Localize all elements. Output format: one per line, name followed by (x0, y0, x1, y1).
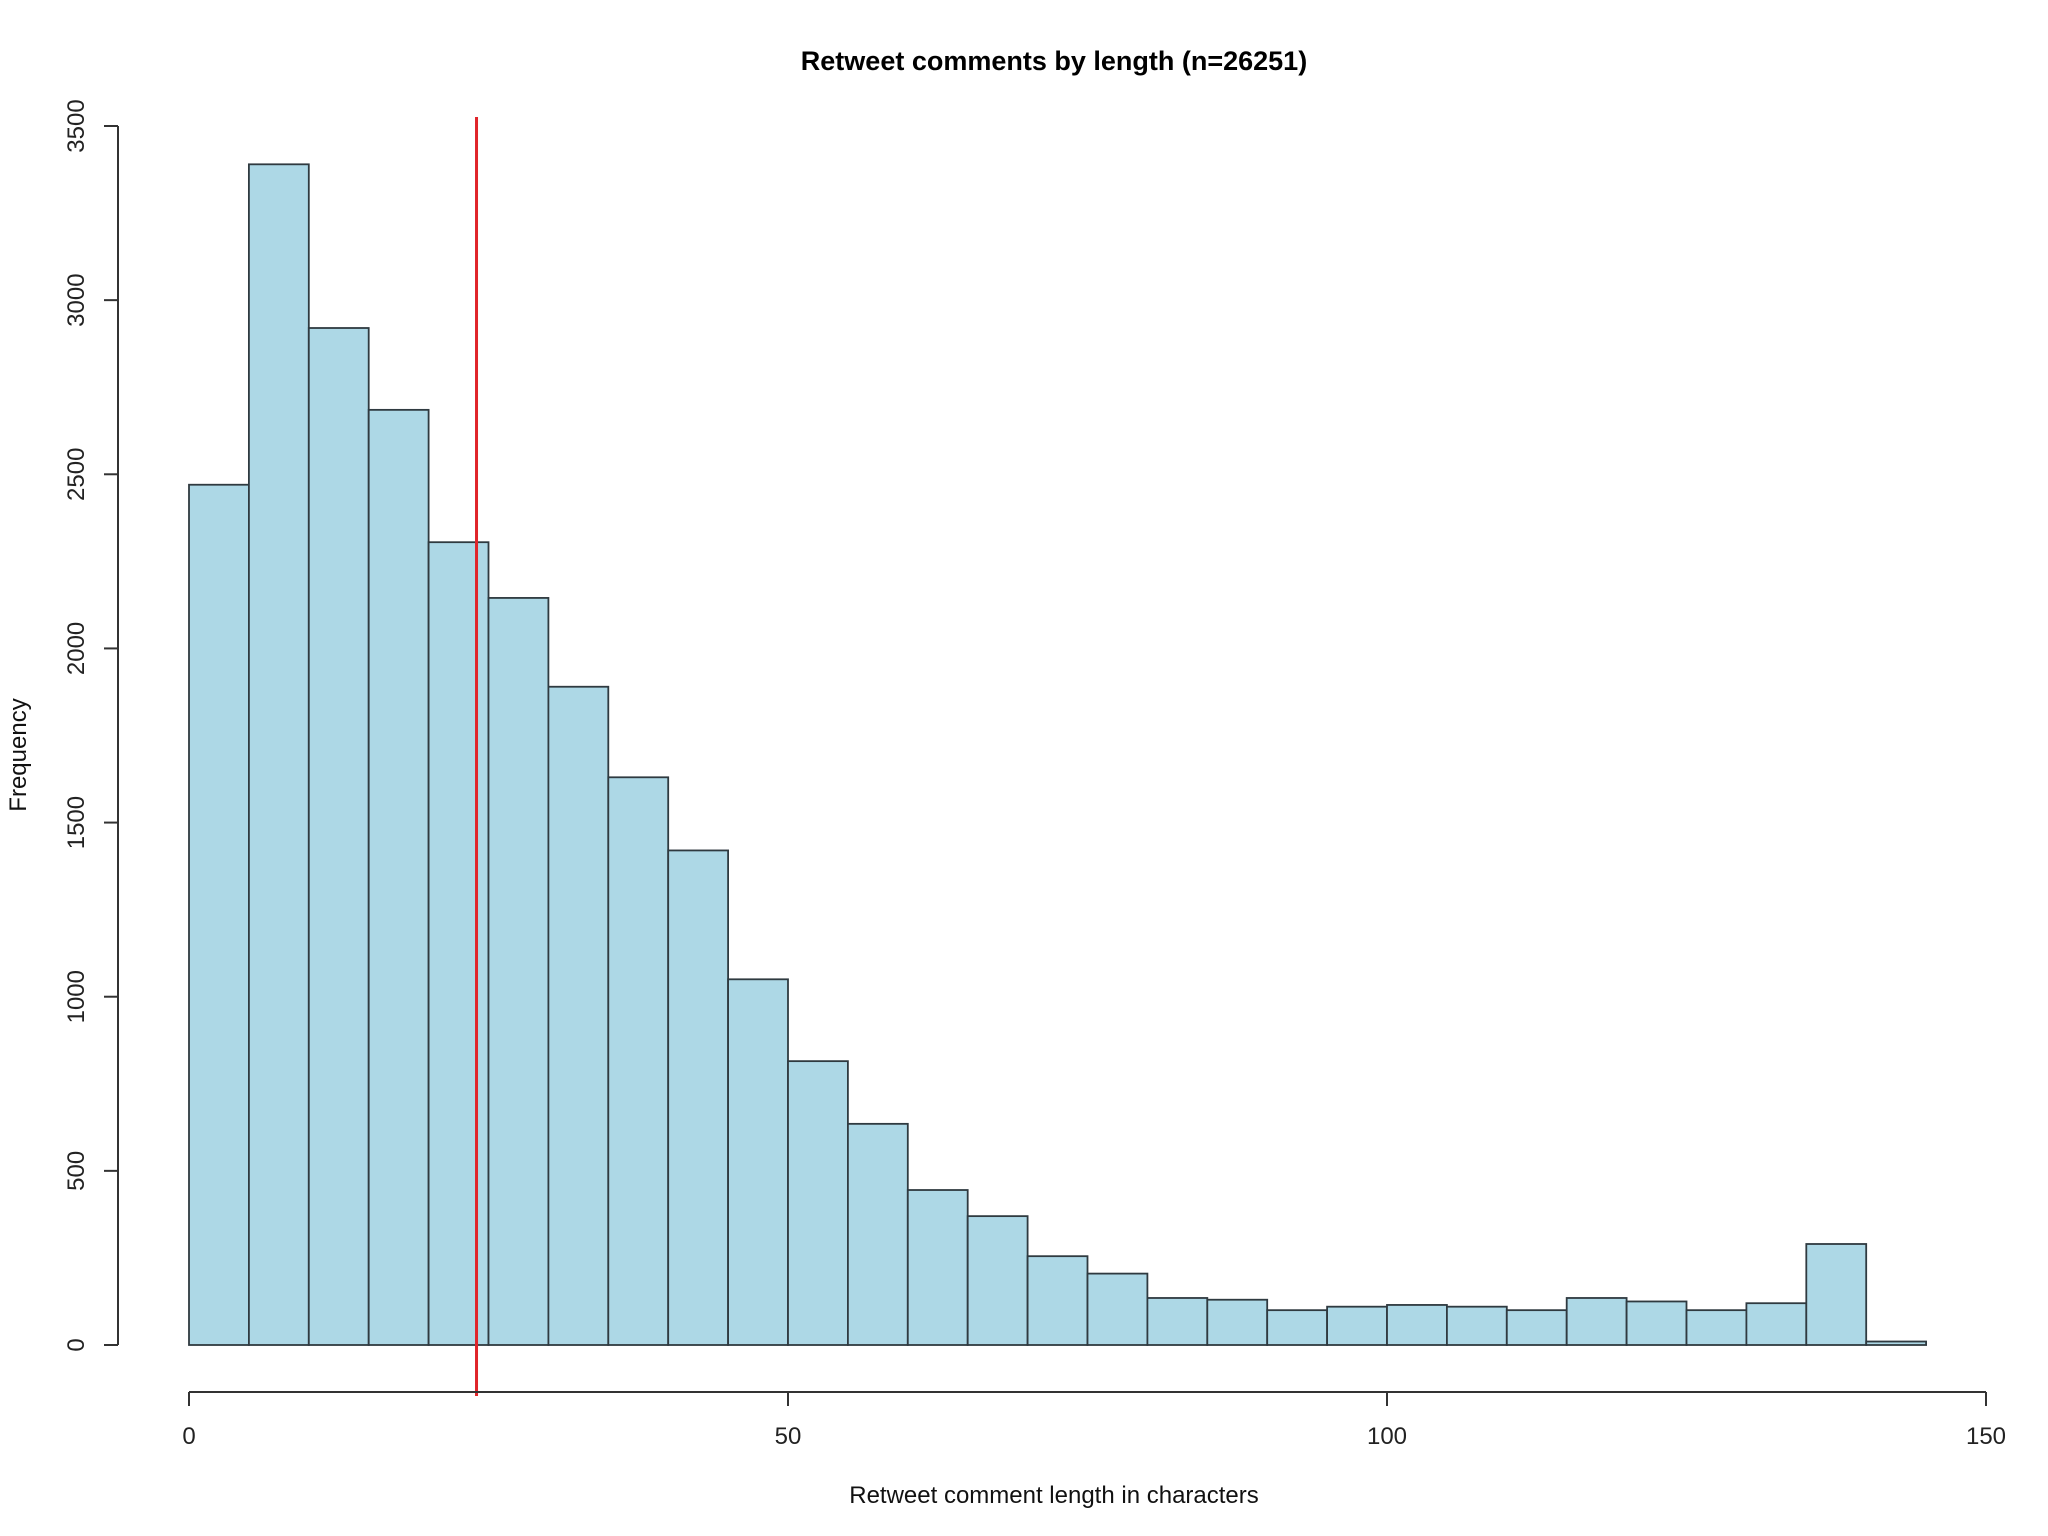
histogram-bar (667, 849, 730, 1346)
histogram-bar (966, 1215, 1029, 1346)
y-tick-label: 500 (63, 1151, 90, 1191)
histogram-bar (1745, 1302, 1808, 1346)
y-tick-label: 2500 (63, 448, 90, 501)
histogram-bar (1505, 1309, 1568, 1346)
histogram-bar (1685, 1309, 1748, 1346)
histogram-bar (188, 483, 250, 1346)
histogram-bar (906, 1189, 969, 1346)
histogram-bar (1026, 1255, 1089, 1346)
histogram-bar (307, 327, 370, 1346)
histogram-bar (547, 685, 610, 1346)
histogram-bar (1865, 1340, 1927, 1346)
histogram-bar (367, 408, 430, 1346)
y-axis-label: Frequency (5, 698, 32, 811)
y-tick-label: 1500 (63, 796, 90, 849)
histogram-bar (1446, 1305, 1508, 1346)
y-tick-label: 1000 (63, 970, 90, 1023)
y-tick-label: 3000 (63, 273, 90, 326)
histogram-bar (1625, 1300, 1688, 1346)
y-tick-label: 0 (63, 1338, 90, 1351)
y-tick-label: 3500 (63, 99, 90, 152)
chart-labels: Retweet comments by length (n=26251) Retw… (5, 46, 1307, 1509)
histogram-bar (1386, 1304, 1448, 1346)
y-axis: 0 500 1000 1500 2000 2500 3000 3500 (63, 99, 119, 1352)
histogram-bar (1326, 1305, 1388, 1346)
histogram-bar (487, 597, 550, 1346)
histogram-bar (1086, 1272, 1149, 1346)
x-axis: 0 50 100 150 (182, 1391, 2006, 1450)
x-tick-label: 50 (775, 1423, 802, 1450)
histogram-bar (1266, 1309, 1328, 1346)
histogram-bar (1146, 1297, 1209, 1346)
x-tick-label: 100 (1367, 1423, 1407, 1450)
histogram-bar (1206, 1298, 1269, 1346)
x-tick-label: 0 (182, 1423, 195, 1450)
plot-area (188, 117, 1927, 1396)
x-tick-label: 150 (1966, 1423, 2006, 1450)
chart-title: Retweet comments by length (n=26251) (801, 46, 1307, 76)
histogram-bar (607, 776, 670, 1346)
histogram-bar (1805, 1243, 1868, 1346)
histogram-bar (727, 978, 789, 1346)
histogram-bar (847, 1122, 909, 1346)
x-axis-label: Retweet comment length in characters (849, 1482, 1259, 1509)
histogram-bar (247, 163, 310, 1346)
histogram-bar (427, 541, 490, 1346)
histogram-bar (787, 1060, 849, 1346)
histogram-bar (1565, 1297, 1628, 1346)
y-tick-label: 2000 (63, 622, 90, 675)
